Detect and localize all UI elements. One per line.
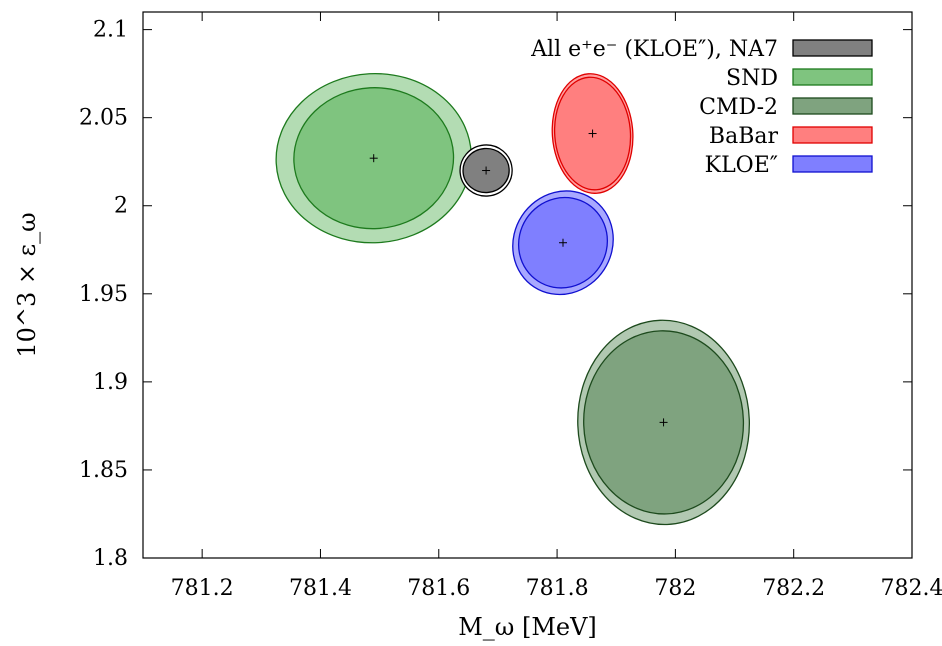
x-axis-label: M_ω [MeV] — [458, 613, 597, 641]
legend-label: All e⁺e⁻ (KLOE″), NA7 — [530, 37, 778, 62]
x-tick-label: 781.6 — [407, 576, 470, 601]
plot-frame — [142, 11, 913, 559]
x-tick-label: 782.2 — [762, 576, 825, 601]
legend-label: BaBar — [709, 124, 779, 149]
ellipse-layer — [275, 72, 750, 526]
x-tick-label: 782 — [654, 576, 696, 601]
x-tick-label: 781.8 — [526, 576, 589, 601]
legend-entry: CMD-2 — [699, 95, 873, 120]
y-tick-label: 1.85 — [79, 458, 128, 483]
legend: All e⁺e⁻ (KLOE″), NA7 SND CMD-2 BaBar KLOE″ — [530, 37, 873, 178]
legend-entry: BaBar — [709, 124, 873, 149]
y-axis-label: 10^3 × ε_ω — [13, 212, 41, 357]
legend-entry: KLOE″ — [705, 153, 873, 178]
y-tick-label: 1.8 — [93, 546, 128, 571]
legend-swatch — [792, 126, 873, 144]
x-tick-label: 782.4 — [881, 576, 942, 601]
x-tick-label: 781.4 — [289, 576, 352, 601]
x-tick-label: 781.2 — [171, 576, 234, 601]
center-marker-babar — [588, 129, 597, 138]
y-tick-label: 1.9 — [93, 370, 128, 395]
legend-swatch — [792, 39, 873, 57]
legend-entry: All e⁺e⁻ (KLOE″), NA7 — [530, 37, 873, 62]
center-marker-cmd-2 — [659, 418, 668, 427]
legend-swatch — [792, 155, 873, 173]
y-tick-label: 2.1 — [93, 18, 128, 43]
tick-layer: 781.2 781.4 781.6 781.8 782 782.2 782.4 1.8 1.85… — [79, 12, 942, 601]
legend-entry: SND — [726, 66, 873, 91]
legend-swatch — [792, 97, 873, 115]
legend-label: SND — [726, 66, 778, 91]
legend-label: KLOE″ — [705, 153, 778, 178]
center-marker-snd — [369, 154, 378, 163]
legend-label: CMD-2 — [699, 95, 778, 120]
y-tick-label: 2 — [114, 194, 128, 219]
center-marker-all-e-e-kloe-na7 — [482, 166, 491, 175]
legend-swatch — [792, 68, 873, 86]
center-marker-kloe — [558, 238, 567, 247]
y-tick-label: 1.95 — [79, 282, 128, 307]
y-tick-label: 2.05 — [79, 106, 128, 131]
